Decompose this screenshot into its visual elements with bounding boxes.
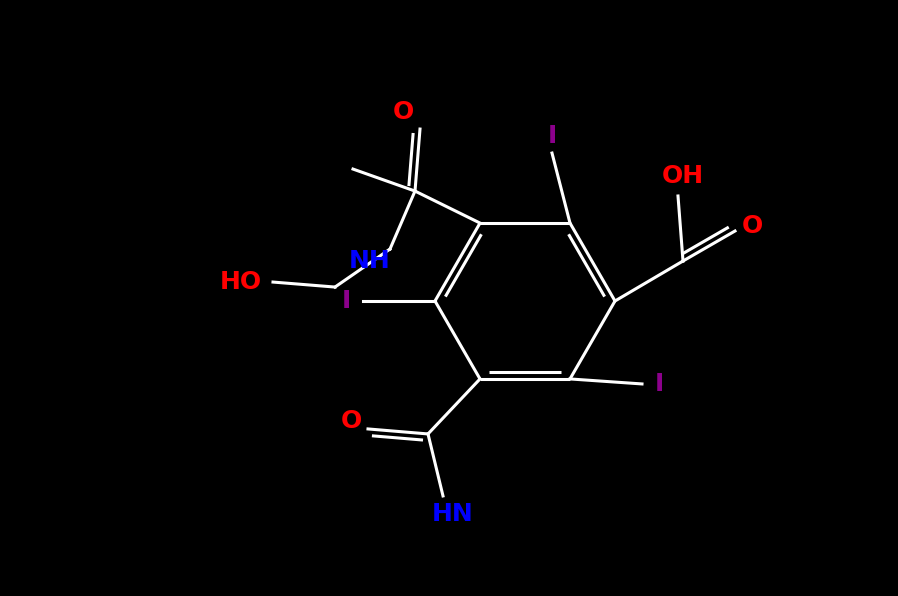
Text: I: I bbox=[548, 124, 557, 148]
Text: O: O bbox=[742, 214, 762, 238]
Text: HN: HN bbox=[432, 502, 474, 526]
Text: O: O bbox=[392, 100, 414, 124]
Text: HO: HO bbox=[220, 270, 262, 294]
Text: O: O bbox=[340, 409, 362, 433]
Text: I: I bbox=[655, 372, 664, 396]
Text: OH: OH bbox=[662, 164, 704, 188]
Text: NH: NH bbox=[349, 249, 391, 273]
Text: I: I bbox=[341, 289, 350, 313]
